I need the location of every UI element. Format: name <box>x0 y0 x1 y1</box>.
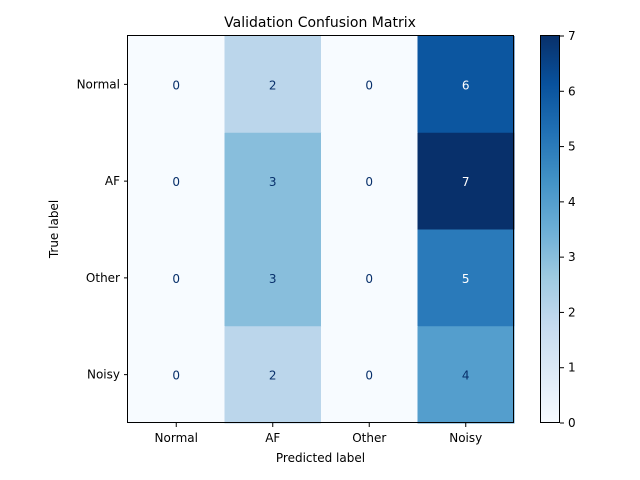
colorbar-tick-label: 7 <box>568 29 576 43</box>
colorbar-tick-label: 2 <box>568 305 576 319</box>
cell-value-label: 7 <box>462 175 470 189</box>
x-tick-label: Other <box>352 431 386 445</box>
cell-value-label: 6 <box>462 78 470 92</box>
plot-frame <box>127 35 514 423</box>
colorbar-tick-label: 6 <box>568 84 576 98</box>
heatmap-cell <box>321 36 418 134</box>
heatmap-cell <box>128 229 225 327</box>
y-tick-label: Normal <box>77 77 120 91</box>
cell-value-label: 3 <box>269 175 277 189</box>
heatmap-cell <box>417 36 515 134</box>
y-axis-ticks: Normal AF Other Noisy <box>77 77 128 382</box>
colorbar-tick-label: 3 <box>568 250 576 264</box>
y-axis-label: True label <box>47 200 61 259</box>
heatmap-cell <box>224 229 322 327</box>
colorbar <box>540 35 560 423</box>
heatmap-cell <box>224 36 322 134</box>
cell-value-label: 4 <box>462 369 470 383</box>
colorbar-tick-label: 0 <box>568 416 576 430</box>
x-tick-label: Normal <box>155 431 198 445</box>
heatmap-cell <box>128 36 225 134</box>
heatmap-cell <box>417 229 515 327</box>
colorbar-tick-label: 1 <box>568 361 576 375</box>
cell-value-label: 5 <box>462 272 470 286</box>
cell-value-label: 2 <box>269 369 277 383</box>
cell-value-label: 0 <box>365 78 373 92</box>
heatmap-cell <box>128 326 225 424</box>
cell-value-label: 0 <box>172 369 180 383</box>
cell-value-label: 0 <box>172 78 180 92</box>
chart-title: Validation Confusion Matrix <box>224 15 416 31</box>
x-tick-label: Noisy <box>449 431 482 445</box>
x-axis-label: Predicted label <box>276 451 365 465</box>
colorbar-ticks: 0 1 2 3 4 5 6 7 <box>560 29 576 430</box>
x-tick-label: AF <box>265 431 280 445</box>
heatmap-cell <box>417 326 515 424</box>
cell-value-label: 0 <box>365 175 373 189</box>
cell-value-label: 0 <box>172 175 180 189</box>
heatmap-cell <box>321 229 418 327</box>
heatmap-cell <box>224 326 322 424</box>
cell-value-label: 3 <box>269 272 277 286</box>
colorbar-tick-label: 5 <box>568 140 576 154</box>
y-tick-label: AF <box>105 174 120 188</box>
cell-value-labels: 0 2 0 6 0 3 0 7 0 3 0 5 0 2 0 4 <box>172 78 469 382</box>
colorbar-tick-label: 4 <box>568 195 576 209</box>
y-tick-label: Noisy <box>87 368 120 382</box>
cell-value-label: 0 <box>365 369 373 383</box>
heatmap-cell <box>128 132 225 230</box>
heatmap-cells <box>128 36 515 424</box>
cell-value-label: 0 <box>365 272 373 286</box>
x-axis-ticks: Normal AF Other Noisy <box>155 423 482 445</box>
cell-value-label: 2 <box>269 78 277 92</box>
cell-value-label: 0 <box>172 272 180 286</box>
heatmap-cell <box>417 132 515 230</box>
heatmap-cell <box>321 326 418 424</box>
heatmap-cell <box>321 132 418 230</box>
heatmap-cell <box>224 132 322 230</box>
y-tick-label: Other <box>86 271 120 285</box>
